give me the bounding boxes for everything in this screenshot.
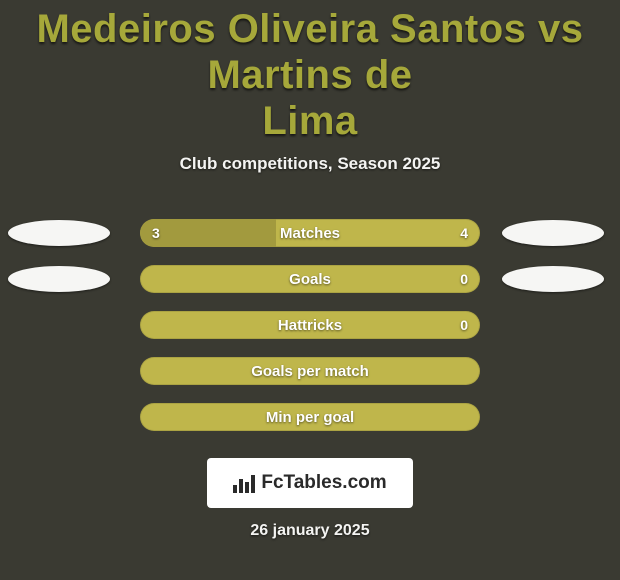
stat-value-right: 0 bbox=[448, 311, 480, 339]
stat-label: Hattricks bbox=[140, 311, 480, 339]
comparison-card: Medeiros Oliveira Santos vs Martins de L… bbox=[0, 0, 620, 580]
chart-icon bbox=[233, 473, 255, 493]
player-flag-right bbox=[502, 220, 604, 246]
page-title: Medeiros Oliveira Santos vs Martins de L… bbox=[0, 0, 620, 144]
source-logo: FcTables.com bbox=[207, 458, 413, 508]
player-flag-left bbox=[8, 266, 110, 292]
stat-bar: Matches3 4 bbox=[140, 219, 480, 247]
stat-row: Goals per match bbox=[0, 348, 620, 394]
stat-row: Hattricks0 bbox=[0, 302, 620, 348]
title-line-2: Lima bbox=[262, 99, 357, 143]
title-line-1: Medeiros Oliveira Santos vs Martins de bbox=[36, 7, 583, 97]
stat-bar: Hattricks0 bbox=[140, 311, 480, 339]
player-flag-right bbox=[502, 266, 604, 292]
date-label: 26 january 2025 bbox=[0, 522, 620, 540]
stat-label: Goals bbox=[140, 265, 480, 293]
stat-row: Matches3 4 bbox=[0, 210, 620, 256]
stat-value-right: 4 bbox=[448, 219, 480, 247]
stat-bar: Goals0 bbox=[140, 265, 480, 293]
logo-text: FcTables.com bbox=[261, 472, 386, 494]
stat-label: Min per goal bbox=[140, 403, 480, 431]
stat-label: Matches bbox=[140, 219, 480, 247]
stat-bar: Goals per match bbox=[140, 357, 480, 385]
stat-value-left: 3 bbox=[140, 219, 172, 247]
stat-label: Goals per match bbox=[140, 357, 480, 385]
stats-list: Matches34Goals0Hattricks0Goals per match… bbox=[0, 210, 620, 440]
stat-bar: Min per goal bbox=[140, 403, 480, 431]
stat-value-right: 0 bbox=[448, 265, 480, 293]
stat-row: Goals0 bbox=[0, 256, 620, 302]
player-flag-left bbox=[8, 220, 110, 246]
subtitle: Club competitions, Season 2025 bbox=[0, 154, 620, 174]
stat-row: Min per goal bbox=[0, 394, 620, 440]
